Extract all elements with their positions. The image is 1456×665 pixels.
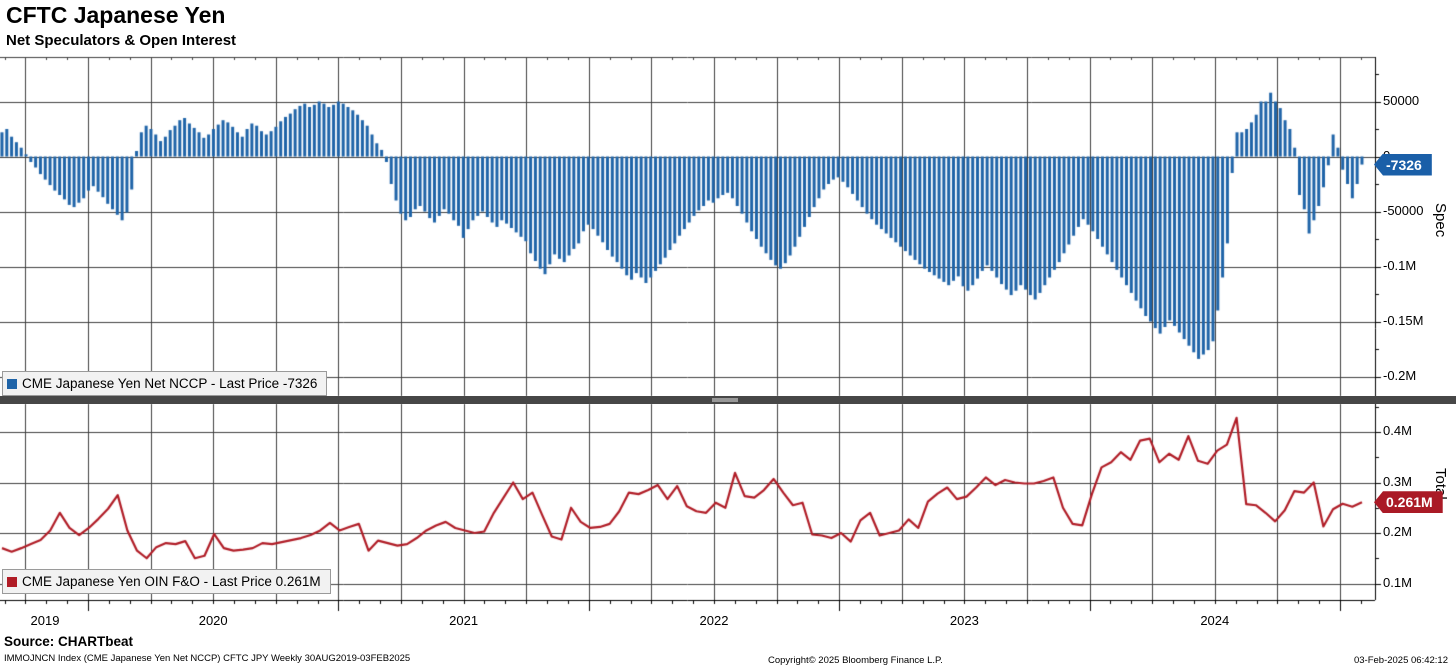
year-label: 2022	[699, 613, 729, 628]
series-marker-icon	[7, 378, 17, 389]
y-tick-label: -0.2M	[1383, 367, 1417, 383]
year-label: 2024	[1200, 613, 1230, 628]
source-label: Source: CHARTbeat	[4, 634, 134, 649]
y-tick-label: 0.3M	[1383, 473, 1412, 489]
footer-copyright: Copyright© 2025 Bloomberg Finance L.P.	[768, 655, 943, 665]
y-tick-label: 0.2M	[1383, 524, 1412, 539]
year-label: 2020	[198, 613, 228, 628]
y-tick-label: 0.1M	[1383, 574, 1412, 590]
last-price-badge-spec: -7326	[1374, 153, 1432, 176]
footer-timestamp: 03-Feb-2025 06:42:12	[1353, 655, 1448, 665]
last-price-badge-total: 0.261M	[1374, 491, 1443, 514]
year-label: 2021	[449, 613, 479, 628]
year-label: 2019	[30, 613, 60, 628]
page-subtitle: Net Speculators & Open Interest	[6, 32, 237, 49]
axis-label-spec: Spec	[1432, 203, 1449, 238]
legend-spec[interactable]: CME Japanese Yen Net NCCP - Last Price -…	[2, 371, 328, 396]
year-label: 2023	[949, 613, 979, 628]
divider-grip-icon	[712, 398, 738, 402]
legend-total[interactable]: CME Japanese Yen OIN F&O - Last Price 0.…	[2, 569, 331, 594]
y-tick-label: -0.1M	[1383, 257, 1417, 273]
legend-spec-label: CME Japanese Yen Net NCCP - Last Price -…	[22, 376, 318, 391]
y-tick-label: -50000	[1383, 202, 1424, 218]
series-marker-icon	[7, 576, 17, 587]
legend-total-label: CME Japanese Yen OIN F&O - Last Price 0.…	[22, 574, 321, 589]
y-tick-label: 0.4M	[1383, 423, 1412, 438]
y-tick-label: 50000	[1383, 92, 1420, 108]
panel-divider[interactable]	[0, 396, 1456, 404]
y-tick-label: -0.15M	[1383, 312, 1424, 328]
page-title: CFTC Japanese Yen	[6, 2, 226, 28]
footer-index-label: IMMOJNCN Index (CME Japanese Yen Net NCC…	[4, 653, 411, 664]
